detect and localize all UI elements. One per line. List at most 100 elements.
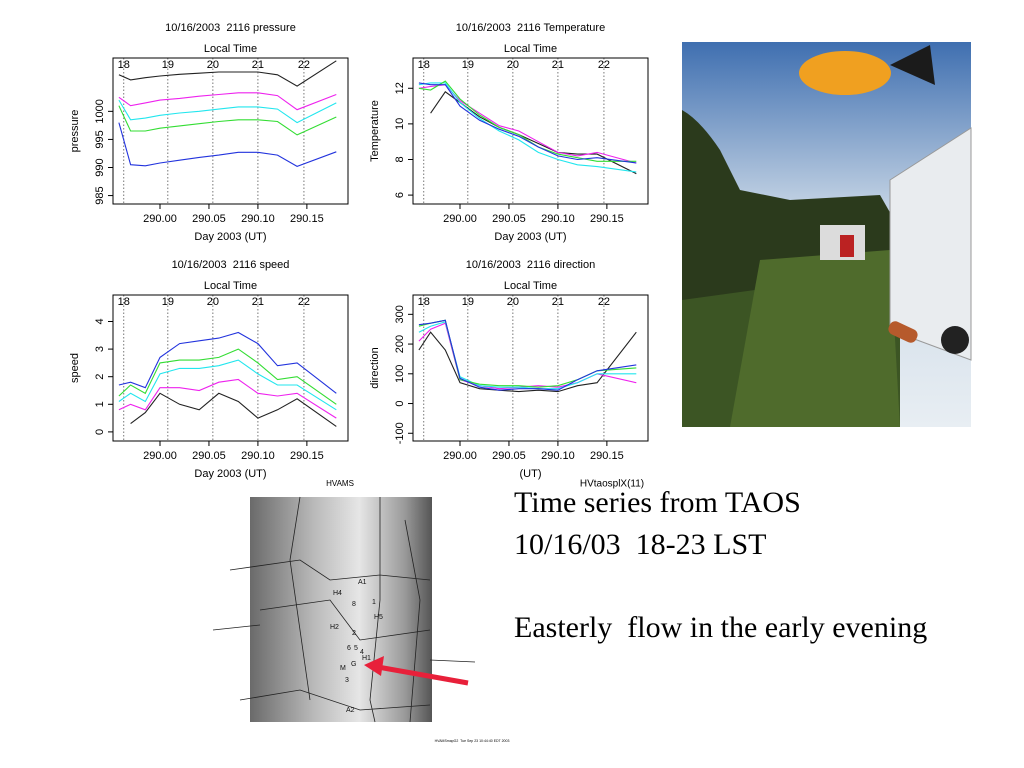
y-axis-title: Temperature <box>369 100 381 162</box>
plot-frame <box>412 294 649 442</box>
slide-text: 10/16/03 18-23 LST <box>514 528 767 561</box>
top-tick-label: 21 <box>552 59 564 71</box>
y-tick-label: 0 <box>94 429 106 435</box>
x-tick-label: 290.05 <box>192 450 226 462</box>
top-tick-label: 22 <box>298 59 310 71</box>
y-tick-label: 2 <box>94 374 106 380</box>
x-tick-label: 290.10 <box>241 213 275 225</box>
x-tick-label: 290.15 <box>290 213 324 225</box>
top-tick-label: 18 <box>418 296 430 308</box>
series-line <box>118 348 337 405</box>
y-tick-label: 3 <box>94 346 106 352</box>
series-line <box>418 321 637 390</box>
y-tick-label: 12 <box>394 82 406 94</box>
map: HVAMS A1 H4 8 1 H5 H2 2 6 5 4 H1 G M 3 A… <box>212 479 509 743</box>
map-title: HVAMS <box>326 479 354 488</box>
x-axis-title: Day 2003 (UT) <box>194 231 266 243</box>
x-tick-label: 290.05 <box>492 213 526 225</box>
y-tick-label: 6 <box>394 192 406 198</box>
map-label: G <box>351 661 356 668</box>
y-tick-label: -100 <box>394 422 406 444</box>
series-line <box>418 82 637 164</box>
top-tick-label: 21 <box>252 59 264 71</box>
map-label: H5 <box>374 614 383 621</box>
arrow-shaft <box>377 664 469 686</box>
y-tick-label: 990 <box>94 158 106 176</box>
map-label: 5 <box>354 645 358 652</box>
x-axis-title: Day 2003 (UT) <box>494 231 566 243</box>
y-tick-label: 1000 <box>94 99 106 123</box>
y-tick-label: 4 <box>94 318 106 324</box>
series-line <box>118 60 337 87</box>
top-tick-label: 22 <box>298 296 310 308</box>
top-tick-label: 20 <box>207 59 219 71</box>
arrow-head <box>364 656 384 676</box>
chart-title: 10/16/2003 2116 Temperature <box>456 22 605 34</box>
y-axis-title: speed <box>69 353 81 383</box>
map-label: H2 <box>330 624 339 631</box>
map-label: 8 <box>352 601 356 608</box>
series-line <box>418 80 637 162</box>
x-tick-label: 290.05 <box>492 450 526 462</box>
slide-text: Time series from TAOS <box>514 486 801 519</box>
plot-frame <box>112 57 349 205</box>
series-line <box>118 92 337 111</box>
top-tick-label: 18 <box>418 59 430 71</box>
series-line <box>118 105 337 136</box>
y-tick-label: 100 <box>394 365 406 383</box>
map-label: 4 <box>360 649 364 656</box>
x-tick-label: 290.15 <box>590 213 624 225</box>
series-line <box>118 331 337 394</box>
y-tick-label: 0 <box>394 400 406 406</box>
series-line <box>418 331 637 393</box>
x-axis-title: Day 2003 (UT) <box>194 468 266 480</box>
x-tick-label: 290.15 <box>290 450 324 462</box>
top-tick-label: 19 <box>462 296 474 308</box>
y-axis-title: direction <box>369 347 381 389</box>
plot-frame <box>412 57 649 205</box>
chart-title: 10/16/2003 2116 speed <box>172 259 290 271</box>
top-axis-title: Local Time <box>204 280 257 292</box>
y-axis-title: pressure <box>69 110 81 153</box>
chart: 10/16/2003 2116 pressure Local Time Day 20… <box>69 22 349 243</box>
chart-title: 10/16/2003 2116 pressure <box>165 22 296 34</box>
plot-frame <box>112 294 349 442</box>
map-label: H1 <box>362 655 371 662</box>
plot-id: HVtaosplX(11) <box>580 479 644 490</box>
top-axis-title: Local Time <box>504 43 557 55</box>
x-tick-label: 290.10 <box>541 213 575 225</box>
top-tick-label: 19 <box>162 59 174 71</box>
x-tick-label: 290.10 <box>241 450 275 462</box>
x-tick-label: 290.10 <box>541 450 575 462</box>
top-tick-label: 21 <box>552 296 564 308</box>
top-tick-label: 20 <box>507 59 519 71</box>
top-tick-label: 18 <box>118 59 130 71</box>
x-tick-label: 290.00 <box>443 450 477 462</box>
y-tick-label: 995 <box>94 130 106 148</box>
series-line <box>130 392 337 427</box>
y-tick-label: 8 <box>394 156 406 162</box>
map-label: M <box>340 665 346 672</box>
chart: 10/16/2003 2116 speed Local Time Day 2003 … <box>69 259 349 480</box>
x-tick-label: 290.00 <box>143 213 177 225</box>
map-label: 3 <box>345 677 349 684</box>
top-tick-label: 22 <box>598 296 610 308</box>
photo <box>682 42 972 427</box>
x-axis-title: (UT) <box>520 468 542 480</box>
chart: 10/16/2003 2116 direction Local Time (UT) d… <box>369 259 649 480</box>
y-tick-label: 1 <box>94 401 106 407</box>
map-label: H4 <box>333 590 342 597</box>
series-line <box>418 319 637 391</box>
map-label: A1 <box>358 579 367 586</box>
x-tick-label: 290.00 <box>143 450 177 462</box>
slide-text: Easterly flow in the early evening <box>514 611 927 644</box>
top-tick-label: 20 <box>207 296 219 308</box>
y-tick-label: 10 <box>394 118 406 130</box>
y-tick-label: 985 <box>94 186 106 204</box>
y-tick-label: 200 <box>394 335 406 353</box>
series-line <box>118 122 337 168</box>
map-label: 6 <box>347 645 351 652</box>
top-tick-label: 21 <box>252 296 264 308</box>
